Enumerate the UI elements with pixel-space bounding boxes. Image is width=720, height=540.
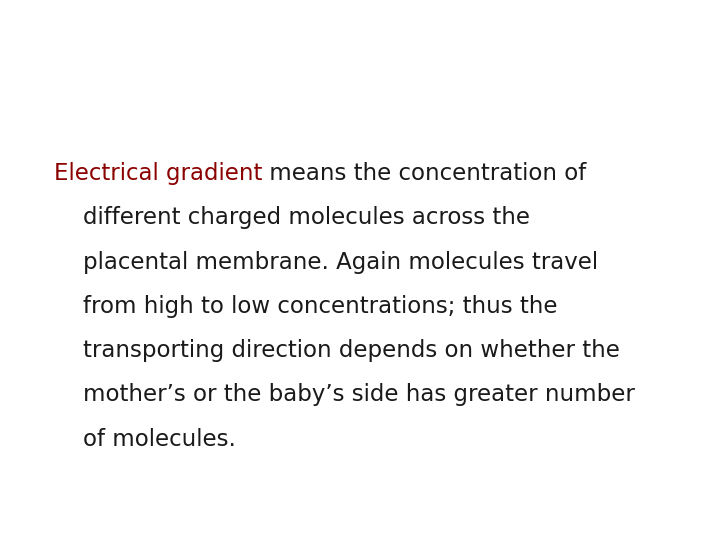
Text: mother’s or the baby’s side has greater number: mother’s or the baby’s side has greater … (83, 383, 634, 407)
Text: placental membrane. Again molecules travel: placental membrane. Again molecules trav… (83, 251, 598, 274)
Text: Electrical gradient: Electrical gradient (54, 162, 262, 185)
Text: different charged molecules across the: different charged molecules across the (83, 206, 530, 230)
Text: from high to low concentrations; thus the: from high to low concentrations; thus th… (83, 295, 557, 318)
Text: means the concentration of: means the concentration of (262, 162, 587, 185)
Text: of molecules.: of molecules. (83, 428, 235, 451)
Text: transporting direction depends on whether the: transporting direction depends on whethe… (83, 339, 620, 362)
